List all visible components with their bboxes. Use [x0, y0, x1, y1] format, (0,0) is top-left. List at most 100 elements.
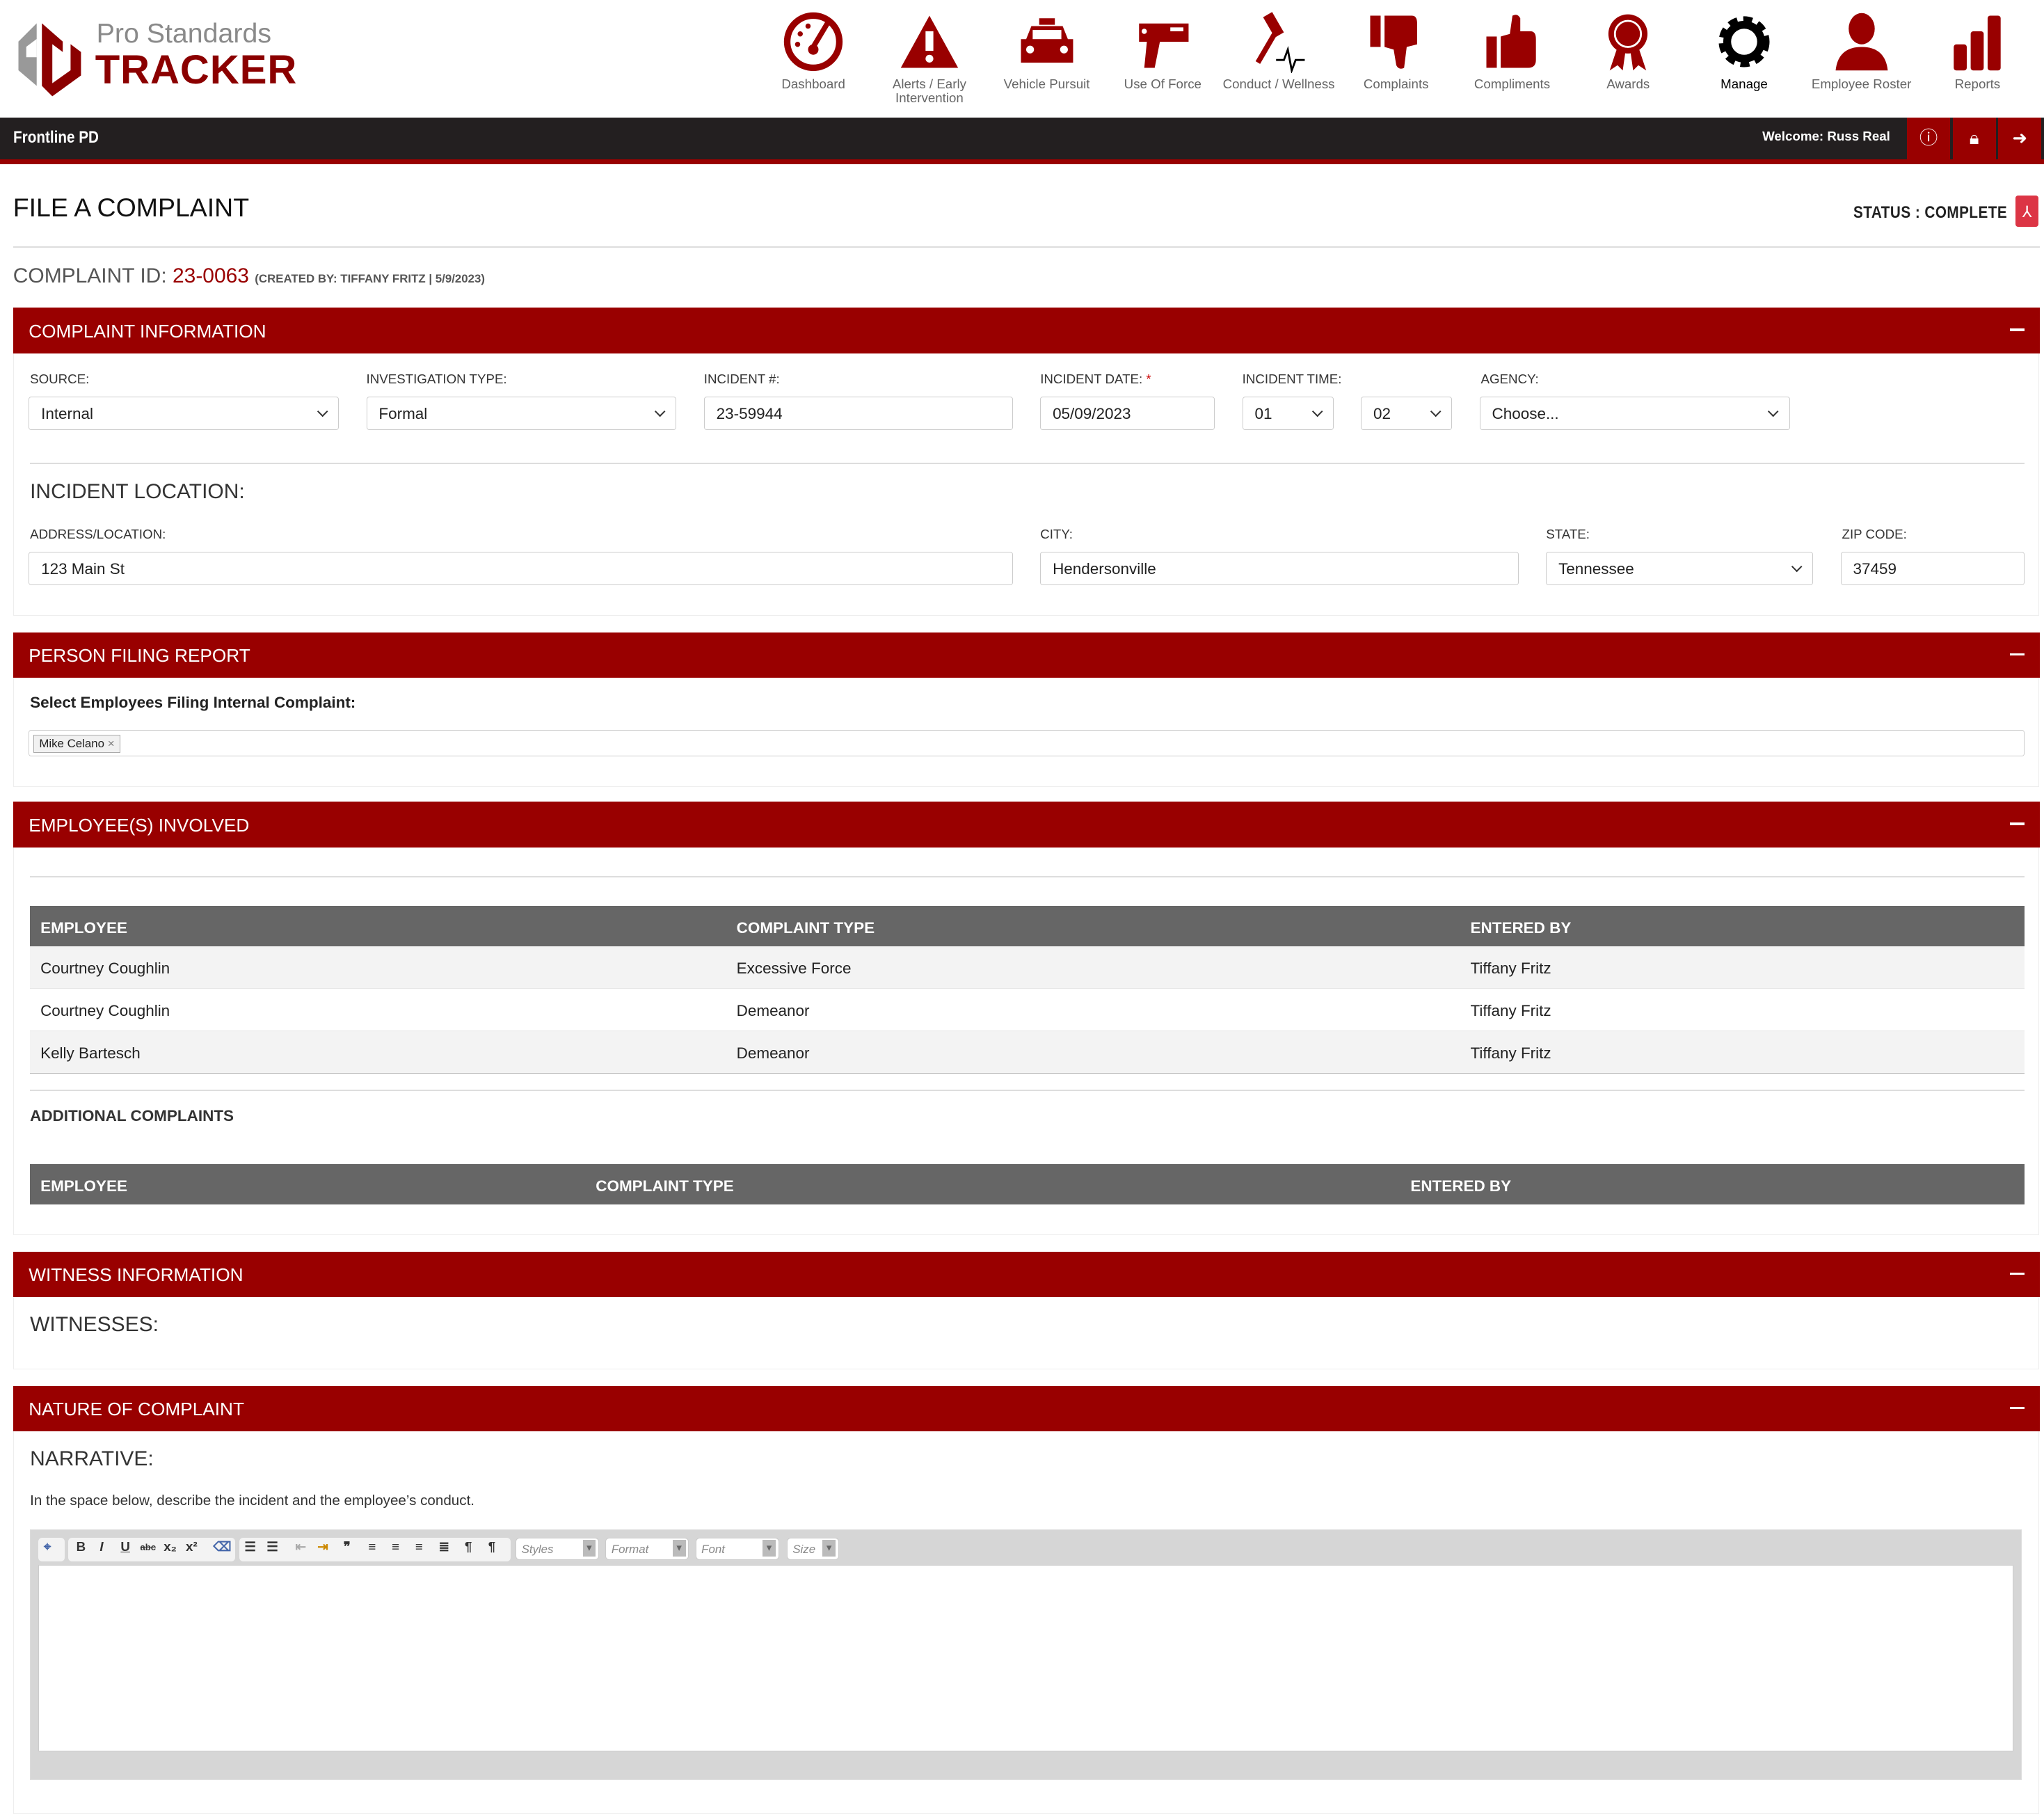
nav-item-compliments[interactable]: Compliments: [1453, 10, 1571, 91]
styles-dropdown[interactable]: Styles: [516, 1538, 599, 1560]
employees-table: EMPLOYEE COMPLAINT TYPE ENTERED BY Court…: [30, 906, 2025, 1074]
thumbs-up-icon: [1486, 15, 1536, 68]
justify-icon[interactable]: ≣: [438, 1538, 450, 1554]
witnesses-heading: WITNESSES:: [30, 1312, 159, 1336]
city-input[interactable]: Hendersonville: [1040, 551, 1519, 586]
person-filing-section: [13, 678, 2039, 787]
nav-item-manage[interactable]: Manage: [1686, 10, 1803, 91]
collapse-icon[interactable]: [2010, 653, 2025, 656]
welcome-text: Welcome: Russ Real: [1762, 129, 1890, 144]
ps-logo-icon: [18, 23, 81, 97]
page-title: FILE A COMPLAINT: [13, 193, 250, 223]
complaint-information-section: [13, 353, 2039, 616]
section-header-person-filing[interactable]: PERSON FILING REPORT: [13, 632, 2041, 678]
table-row[interactable]: Kelly Bartesch Demeanor Tiffany Fritz: [30, 1031, 2025, 1074]
investigation-type-select[interactable]: Formal: [366, 396, 677, 431]
info-icon: ⓘ: [1919, 127, 1938, 148]
editor-toolbar: ⌖ B I U abc x₂ x² ⌫ ☰ ☰ ⇤ ⇥ ❞ ≡ ≡ ≡ ≣ ¶ …: [36, 1535, 2016, 1564]
section-header-complaint-information[interactable]: COMPLAINT INFORMATION: [13, 308, 2041, 353]
superscript-icon[interactable]: x²: [186, 1538, 198, 1554]
incident-date-input[interactable]: 05/09/2023: [1040, 396, 1215, 431]
nav-item-reports[interactable]: Reports: [1919, 10, 2036, 91]
rich-text-editor: ⌖ B I U abc x₂ x² ⌫ ☰ ☰ ⇤ ⇥ ❞ ≡ ≡ ≡ ≣ ¶ …: [30, 1529, 2022, 1780]
collapse-icon[interactable]: [2010, 1406, 2025, 1410]
logo[interactable]: Pro Standards TRACKER: [13, 18, 296, 97]
nav-item-employee-roster[interactable]: Employee Roster: [1803, 10, 1920, 91]
incident-number-input[interactable]: 23-59944: [703, 396, 1013, 431]
state-select[interactable]: Tennessee: [1546, 551, 1814, 586]
ltr-icon[interactable]: ¶: [465, 1538, 472, 1554]
witness-section: [13, 1297, 2039, 1370]
incident-minute-select[interactable]: 02: [1361, 396, 1453, 431]
agency-select[interactable]: Choose...: [1479, 396, 1790, 431]
header: Pro Standards TRACKER Dashboard Alerts / …: [0, 0, 2044, 118]
align-center-icon[interactable]: ≡: [392, 1538, 400, 1554]
info-button[interactable]: ⓘ: [1907, 117, 1951, 159]
align-left-icon[interactable]: ≡: [368, 1538, 376, 1554]
bold-icon[interactable]: B: [76, 1538, 86, 1554]
incident-hour-select[interactable]: 01: [1242, 396, 1334, 431]
table-row[interactable]: Courtney Coughlin Excessive Force Tiffany …: [30, 946, 2025, 989]
source-icon[interactable]: ⌖: [43, 1538, 51, 1554]
employees-filing-multiselect[interactable]: Mike Celano ×: [29, 730, 2025, 756]
nav-item-conduct-wellness[interactable]: Conduct / Wellness: [1220, 10, 1338, 91]
section-header-employees-involved[interactable]: EMPLOYEE(S) INVOLVED: [13, 802, 2041, 848]
lock-button[interactable]: 🔒︎: [1952, 117, 1996, 159]
collapse-icon[interactable]: [2010, 822, 2025, 826]
pdf-icon[interactable]: ⅄: [2015, 196, 2039, 228]
section-header-nature-of-complaint[interactable]: NATURE OF COMPLAINT: [13, 1385, 2041, 1432]
font-dropdown[interactable]: Font: [695, 1538, 779, 1560]
status-label: STATUS : COMPLETE: [1853, 203, 2008, 223]
nav-item-dashboard[interactable]: Dashboard: [755, 10, 872, 91]
nav-item-vehicle-pursuit[interactable]: Vehicle Pursuit: [988, 10, 1105, 91]
additional-complaints-table: EMPLOYEE COMPLAINT TYPE ENTERED BY: [30, 1164, 2025, 1205]
nav-item-complaints[interactable]: Complaints: [1337, 10, 1455, 91]
gavel-heartbeat-icon: [1255, 12, 1305, 73]
warning-icon: [900, 15, 959, 68]
incident-location-heading: INCIDENT LOCATION:: [30, 479, 245, 503]
logout-button[interactable]: ➜: [1998, 117, 2042, 159]
narrative-instructions: In the space below, describe the inciden…: [30, 1493, 475, 1509]
blockquote-icon[interactable]: ❞: [343, 1538, 351, 1554]
align-right-icon[interactable]: ≡: [415, 1538, 423, 1554]
nav-item-alerts-early-intervention[interactable]: Alerts / Early Intervention: [871, 10, 989, 106]
source-select[interactable]: Internal: [29, 396, 340, 431]
indent-icon[interactable]: ⇥: [317, 1538, 328, 1554]
remove-tag-icon[interactable]: ×: [107, 737, 115, 750]
zip-code-input[interactable]: 37459: [1840, 551, 2025, 586]
person-icon: [1835, 13, 1888, 71]
strikethrough-icon[interactable]: abc: [140, 1541, 157, 1552]
format-dropdown[interactable]: Format: [605, 1538, 689, 1560]
table-header: EMPLOYEE COMPLAINT TYPE ENTERED BY: [30, 1164, 2025, 1205]
collapse-icon[interactable]: [2010, 328, 2025, 331]
nav-item-use-of-force[interactable]: Use Of Force: [1104, 10, 1222, 91]
section-header-witness-information[interactable]: WITNESS INFORMATION: [13, 1251, 2041, 1298]
underline-icon[interactable]: U: [120, 1538, 130, 1554]
narrative-heading: NARRATIVE:: [30, 1447, 154, 1470]
size-dropdown[interactable]: Size: [786, 1538, 839, 1560]
rtl-icon[interactable]: ¶: [488, 1538, 496, 1554]
narrative-textarea[interactable]: [38, 1565, 2013, 1752]
remove-format-icon[interactable]: ⌫: [213, 1538, 232, 1554]
subscript-icon[interactable]: x₂: [163, 1538, 177, 1554]
complaint-id-line: COMPLAINT ID: 23-0063 (CREATED BY: TIFFA…: [13, 264, 486, 288]
table-header: EMPLOYEE COMPLAINT TYPE ENTERED BY: [30, 906, 2025, 947]
numbered-list-icon[interactable]: ☰: [244, 1538, 257, 1554]
logout-icon: ➜: [2012, 127, 2028, 148]
bulleted-list-icon[interactable]: ☰: [266, 1538, 278, 1554]
address-input[interactable]: 123 Main St: [29, 551, 1013, 586]
employees-involved-section: [13, 847, 2039, 1236]
organization-name: Frontline PD: [13, 127, 99, 147]
collapse-icon[interactable]: [2010, 1272, 2025, 1275]
gear-icon: [1718, 16, 1770, 67]
selected-tag[interactable]: Mike Celano ×: [33, 735, 121, 753]
outdent-icon[interactable]: ⇤: [295, 1538, 307, 1554]
table-row[interactable]: Courtney Coughlin Demeanor Tiffany Fritz: [30, 989, 2025, 1032]
bar-chart-icon: [1954, 15, 2002, 71]
italic-icon[interactable]: I: [99, 1538, 104, 1554]
divider: [13, 246, 2041, 248]
complaint-id: 23-0063: [172, 264, 249, 288]
award-ribbon-icon: [1608, 14, 1648, 71]
created-by: (CREATED BY: TIFFANY FRITZ | 5/9/2023): [255, 272, 486, 286]
nav-item-awards[interactable]: Awards: [1570, 10, 1687, 91]
